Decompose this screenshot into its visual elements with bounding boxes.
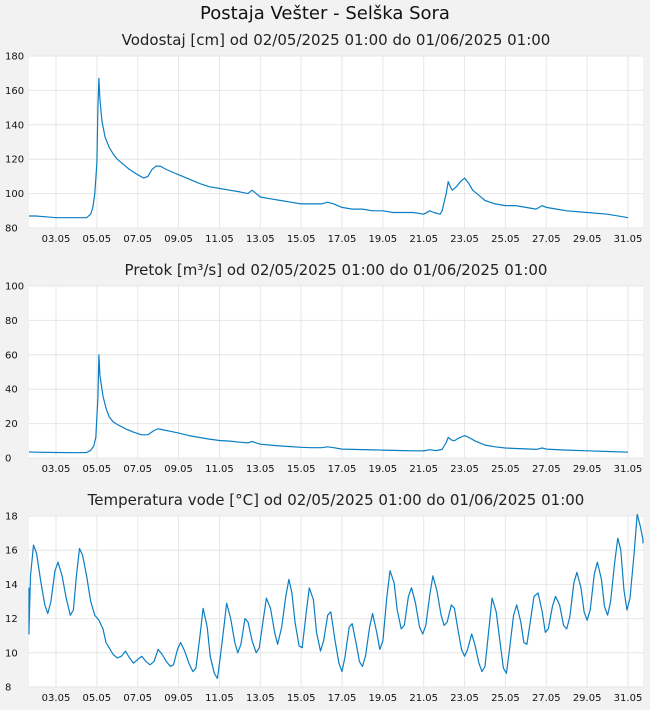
y-tick-label: 60: [5, 350, 18, 361]
series-line: [28, 354, 629, 454]
chart-title: Pretok [m³/s] od 02/05/2025 01:00 do 01/…: [125, 261, 548, 279]
chart-title: Vodostaj [cm] od 02/05/2025 01:00 do 01/…: [122, 31, 551, 49]
x-tick-label: 13.05: [246, 693, 275, 704]
plot-area: [29, 516, 643, 687]
x-tick-label: 11.05: [205, 693, 234, 704]
y-tick-label: 12: [5, 614, 18, 625]
chart-panel-2: Pretok [m³/s] od 02/05/2025 01:00 do 01/…: [5, 261, 643, 475]
x-tick-label: 19.05: [369, 464, 398, 475]
x-tick-label: 27.05: [532, 693, 561, 704]
x-tick-label: 15.05: [287, 464, 316, 475]
x-tick-label: 17.05: [328, 464, 357, 475]
chart-panel-1: Vodostaj [cm] od 02/05/2025 01:00 do 01/…: [5, 31, 643, 245]
y-tick-label: 0: [5, 454, 11, 465]
x-tick-label: 15.05: [287, 693, 316, 704]
series-line: [29, 77, 629, 219]
y-tick-label: 80: [5, 224, 18, 235]
x-tick-label: 05.05: [83, 234, 112, 245]
y-tick-label: 180: [5, 52, 24, 63]
x-tick-label: 31.05: [614, 693, 643, 704]
x-tick-label: 07.05: [123, 693, 152, 704]
y-tick-label: 80: [5, 316, 18, 327]
plot-area: [29, 286, 643, 458]
x-tick-label: 29.05: [573, 234, 602, 245]
x-tick-label: 09.05: [164, 464, 193, 475]
x-tick-label: 03.05: [42, 464, 71, 475]
y-tick-label: 160: [5, 86, 24, 97]
x-tick-label: 13.05: [246, 464, 275, 475]
x-tick-label: 23.05: [450, 464, 479, 475]
x-tick-label: 11.05: [205, 464, 234, 475]
x-tick-label: 03.05: [42, 234, 71, 245]
x-tick-label: 25.05: [491, 693, 520, 704]
y-tick-label: 8: [5, 683, 11, 694]
x-tick-label: 25.05: [491, 234, 520, 245]
y-tick-label: 10: [5, 648, 18, 659]
x-tick-label: 21.05: [409, 693, 438, 704]
x-tick-label: 05.05: [83, 464, 112, 475]
x-tick-label: 27.05: [532, 234, 561, 245]
y-tick-label: 100: [5, 282, 24, 293]
x-tick-label: 17.05: [328, 693, 357, 704]
y-tick-label: 20: [5, 419, 18, 430]
x-tick-label: 21.05: [409, 234, 438, 245]
x-tick-label: 23.05: [450, 693, 479, 704]
page-title: Postaja Vešter - Selška Sora: [200, 3, 450, 24]
chart-title: Temperatura vode [°C] od 02/05/2025 01:0…: [87, 491, 585, 509]
x-tick-label: 13.05: [246, 234, 275, 245]
x-tick-label: 27.05: [532, 464, 561, 475]
x-tick-label: 29.05: [573, 693, 602, 704]
x-tick-label: 07.05: [123, 234, 152, 245]
x-tick-label: 21.05: [409, 464, 438, 475]
y-tick-label: 120: [5, 155, 24, 166]
series-line: [28, 513, 644, 680]
x-tick-label: 11.05: [205, 234, 234, 245]
x-tick-label: 19.05: [369, 693, 398, 704]
y-tick-label: 140: [5, 120, 24, 131]
chart-panel-3: Temperatura vode [°C] od 02/05/2025 01:0…: [5, 491, 644, 704]
x-tick-label: 17.05: [328, 234, 357, 245]
y-tick-label: 40: [5, 385, 18, 396]
y-tick-label: 100: [5, 189, 24, 200]
y-tick-label: 14: [5, 580, 18, 591]
y-tick-label: 16: [5, 546, 18, 557]
x-tick-label: 31.05: [614, 464, 643, 475]
x-tick-label: 31.05: [614, 234, 643, 245]
x-tick-label: 09.05: [164, 693, 193, 704]
x-tick-label: 07.05: [123, 464, 152, 475]
x-tick-label: 05.05: [83, 693, 112, 704]
x-tick-label: 25.05: [491, 464, 520, 475]
x-tick-label: 29.05: [573, 464, 602, 475]
x-tick-label: 19.05: [369, 234, 398, 245]
x-tick-label: 23.05: [450, 234, 479, 245]
x-tick-label: 03.05: [42, 693, 71, 704]
x-tick-label: 09.05: [164, 234, 193, 245]
y-tick-label: 18: [5, 512, 18, 523]
x-tick-label: 15.05: [287, 234, 316, 245]
plot-area: [29, 56, 643, 228]
